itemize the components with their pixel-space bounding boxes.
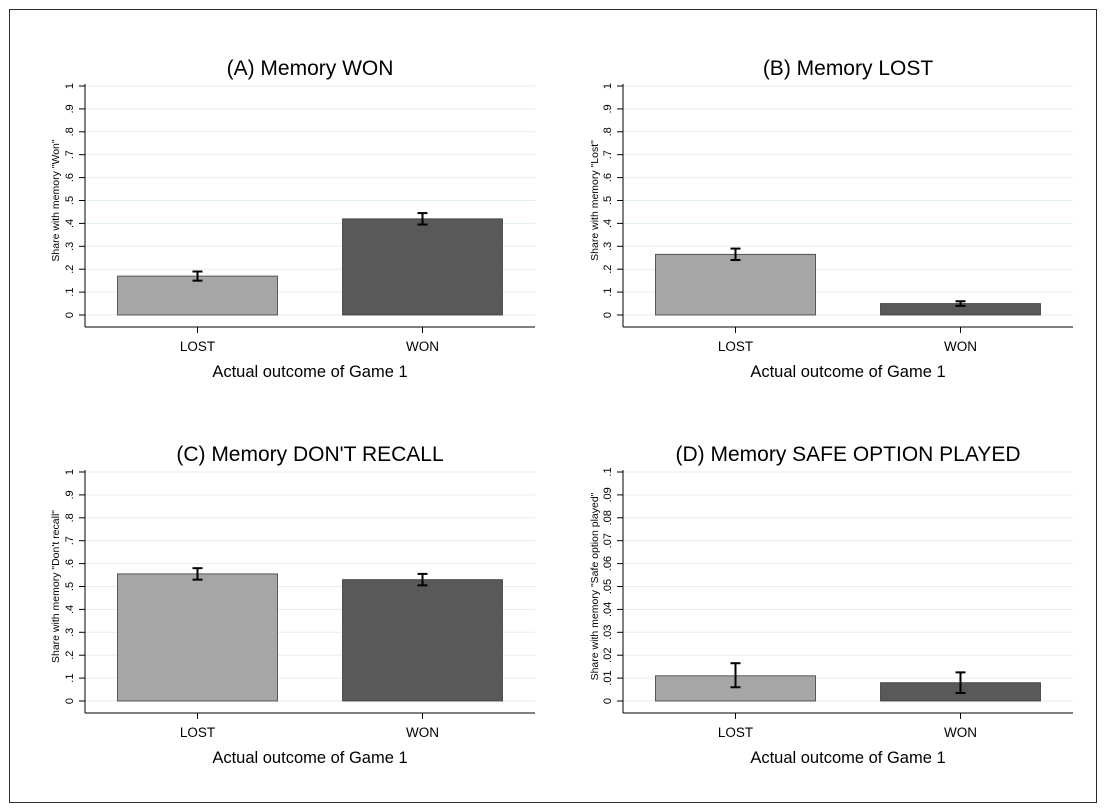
charts-svg: (A) Memory WON 0 .1 .2 .3 .4 .5 .6 .7 .8 .9 1 Share …	[50, 57, 1073, 767]
x-tick-label: WON	[944, 339, 977, 354]
chart-panel-0: (A) Memory WON 0 .1 .2 .3 .4 .5 .6 .7 .8 .9 1 Share …	[50, 57, 535, 381]
y-axis-label: Share with memory "Don't recall"	[50, 510, 62, 663]
chart-panel-1: (B) Memory LOST 0 .1 .2 .3 .4 .5 .6 .7 .8 .9 1 Share…	[589, 57, 1073, 381]
y-tick-label: 0	[602, 698, 614, 704]
y-tick-label: .9	[64, 104, 76, 113]
y-tick-label: .7	[602, 150, 614, 159]
y-tick-label: .3	[64, 242, 76, 251]
x-tick-label: WON	[406, 339, 439, 354]
y-tick-label: .6	[64, 559, 76, 568]
y-tick-label: .7	[64, 150, 76, 159]
y-tick-label: 1	[64, 83, 76, 89]
figure-frame: (A) Memory WON 0 .1 .2 .3 .4 .5 .6 .7 .8 .9 1 Share …	[9, 9, 1097, 803]
chart-title: (A) Memory WON	[227, 57, 394, 80]
y-tick-label: 0	[64, 698, 76, 704]
y-tick-label: .06	[602, 556, 614, 571]
y-tick-label: .3	[602, 242, 614, 251]
y-tick-label: .8	[64, 127, 76, 136]
y-tick-label: .1	[64, 288, 76, 297]
y-tick-label: .03	[602, 625, 614, 640]
y-tick-label: .2	[64, 651, 76, 660]
bar-won	[342, 579, 503, 702]
y-tick-label: .1	[64, 674, 76, 683]
y-tick-label: .09	[602, 487, 614, 502]
y-axis-label: Share with memory "Won"	[50, 139, 62, 261]
y-tick-label: .07	[602, 533, 614, 548]
y-tick-label: 1	[64, 469, 76, 475]
y-tick-label: .08	[602, 510, 614, 525]
y-tick-label: .02	[602, 648, 614, 663]
y-axis-label: Share with memory "Safe option played"	[589, 492, 601, 680]
bar-lost	[117, 573, 278, 702]
y-tick-label: .5	[64, 582, 76, 591]
bar-lost	[655, 253, 816, 316]
y-tick-label: 0	[602, 312, 614, 318]
bar-won	[342, 218, 503, 316]
y-tick-label: .4	[64, 219, 76, 228]
y-tick-label: 0	[64, 312, 76, 318]
y-tick-label: .2	[602, 265, 614, 274]
y-tick-label: .9	[64, 490, 76, 499]
x-tick-label: LOST	[180, 725, 215, 740]
y-tick-label: .7	[64, 536, 76, 545]
x-tick-label: LOST	[718, 725, 753, 740]
x-tick-label: LOST	[180, 339, 215, 354]
x-tick-label: WON	[406, 725, 439, 740]
y-tick-label: .05	[602, 579, 614, 594]
x-axis-label: Actual outcome of Game 1	[212, 363, 407, 381]
y-tick-label: 1	[602, 83, 614, 89]
y-tick-label: .01	[602, 670, 614, 685]
x-tick-label: LOST	[718, 339, 753, 354]
y-tick-label: .1	[602, 467, 614, 476]
chart-panel-3: (D) Memory SAFE OPTION PLAYED 0 .01 .02 .03.…	[589, 443, 1073, 767]
y-tick-label: .6	[64, 173, 76, 182]
chart-title: (B) Memory LOST	[763, 57, 934, 80]
y-tick-label: .4	[64, 605, 76, 614]
chart-panel-2: (C) Memory DON'T RECALL 0 .1 .2 .3 .4 .5 .6 .7 .8…	[50, 443, 535, 767]
y-tick-label: .1	[602, 288, 614, 297]
x-axis-label: Actual outcome of Game 1	[750, 749, 945, 767]
y-tick-label: .3	[64, 628, 76, 637]
chart-title: (D) Memory SAFE OPTION PLAYED	[676, 443, 1021, 466]
y-tick-label: .5	[602, 196, 614, 205]
chart-title: (C) Memory DON'T RECALL	[176, 443, 443, 466]
x-axis-label: Actual outcome of Game 1	[212, 749, 407, 767]
x-tick-label: WON	[944, 725, 977, 740]
y-tick-label: .04	[602, 602, 614, 617]
y-tick-label: .5	[64, 196, 76, 205]
y-tick-label: .2	[64, 265, 76, 274]
x-axis-label: Actual outcome of Game 1	[750, 363, 945, 381]
y-tick-label: .8	[64, 513, 76, 522]
bar-lost	[117, 275, 278, 316]
y-tick-label: .8	[602, 127, 614, 136]
y-tick-label: .6	[602, 173, 614, 182]
y-tick-label: .9	[602, 104, 614, 113]
y-tick-label: .4	[602, 219, 614, 228]
y-axis-label: Share with memory "Lost"	[589, 140, 601, 261]
